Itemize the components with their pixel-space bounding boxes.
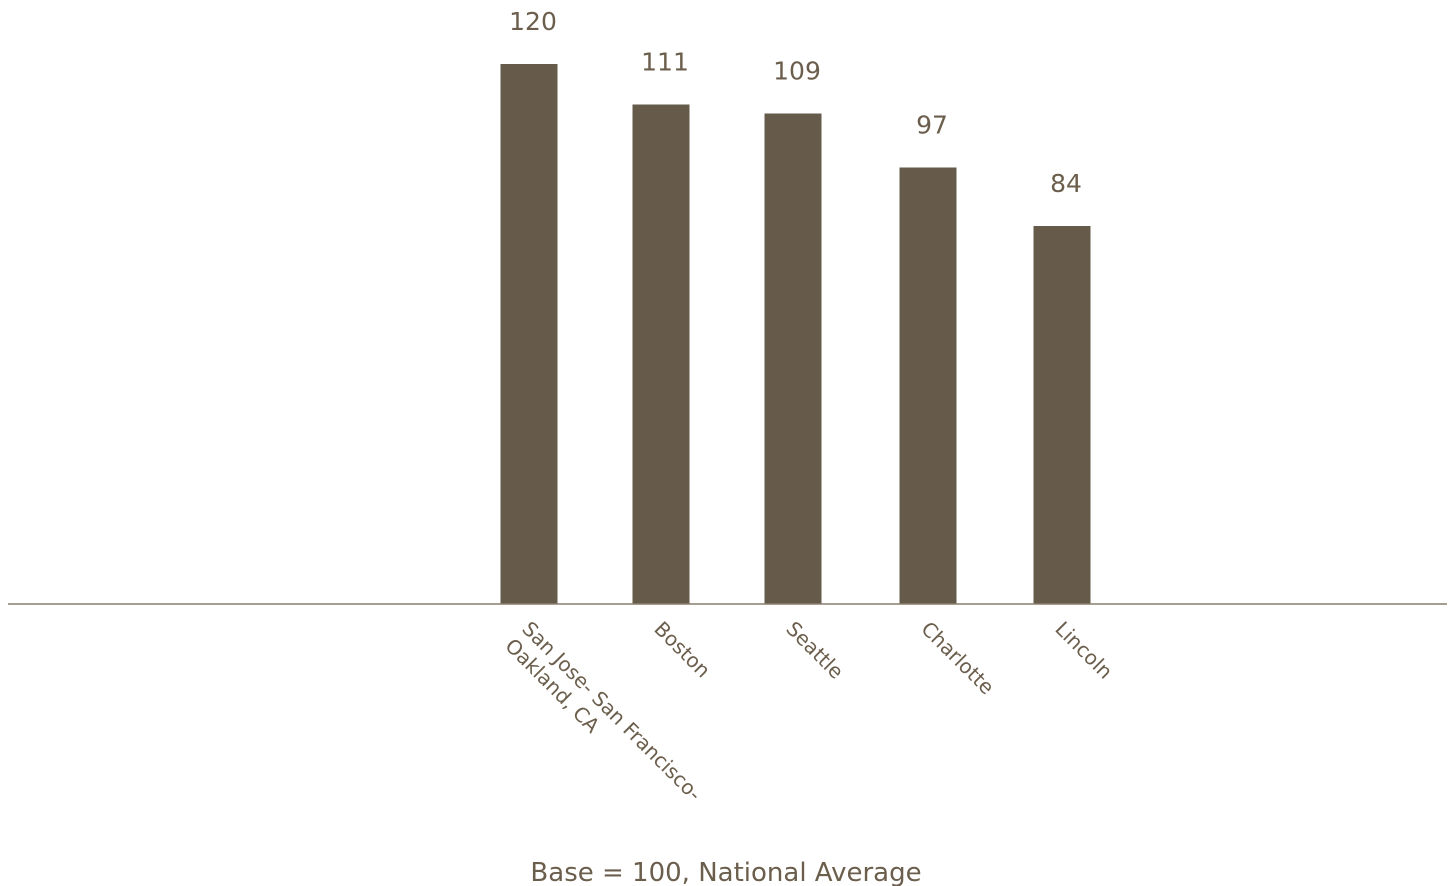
category-label: Charlotte — [916, 617, 999, 700]
bar-value-label: 84 — [1050, 169, 1082, 198]
category-label: Boston — [649, 617, 715, 683]
bar-value-label: 97 — [916, 111, 948, 140]
bar-value-label: 109 — [773, 57, 821, 86]
bars-group — [500, 64, 1091, 604]
value-labels-group: 120 111 109 97 84 — [509, 7, 1082, 198]
category-labels-group: San Jose- San Francisco-Oakland, CA Bosto… — [500, 617, 1117, 806]
bar-value-label: 111 — [641, 48, 689, 77]
category-label-line: Seattle — [781, 617, 848, 684]
chart-caption: Base = 100, National Average — [530, 858, 921, 886]
bar — [764, 113, 822, 604]
category-label: Seattle — [781, 617, 848, 684]
bar — [1033, 226, 1091, 604]
category-label-line: Charlotte — [916, 617, 999, 700]
category-label-line: Boston — [649, 617, 715, 683]
category-label: Lincoln — [1050, 617, 1117, 684]
bar — [632, 104, 690, 604]
bar — [500, 64, 558, 604]
bar — [899, 167, 957, 604]
category-label-line: Lincoln — [1050, 617, 1117, 684]
bar-value-label: 120 — [509, 7, 557, 36]
